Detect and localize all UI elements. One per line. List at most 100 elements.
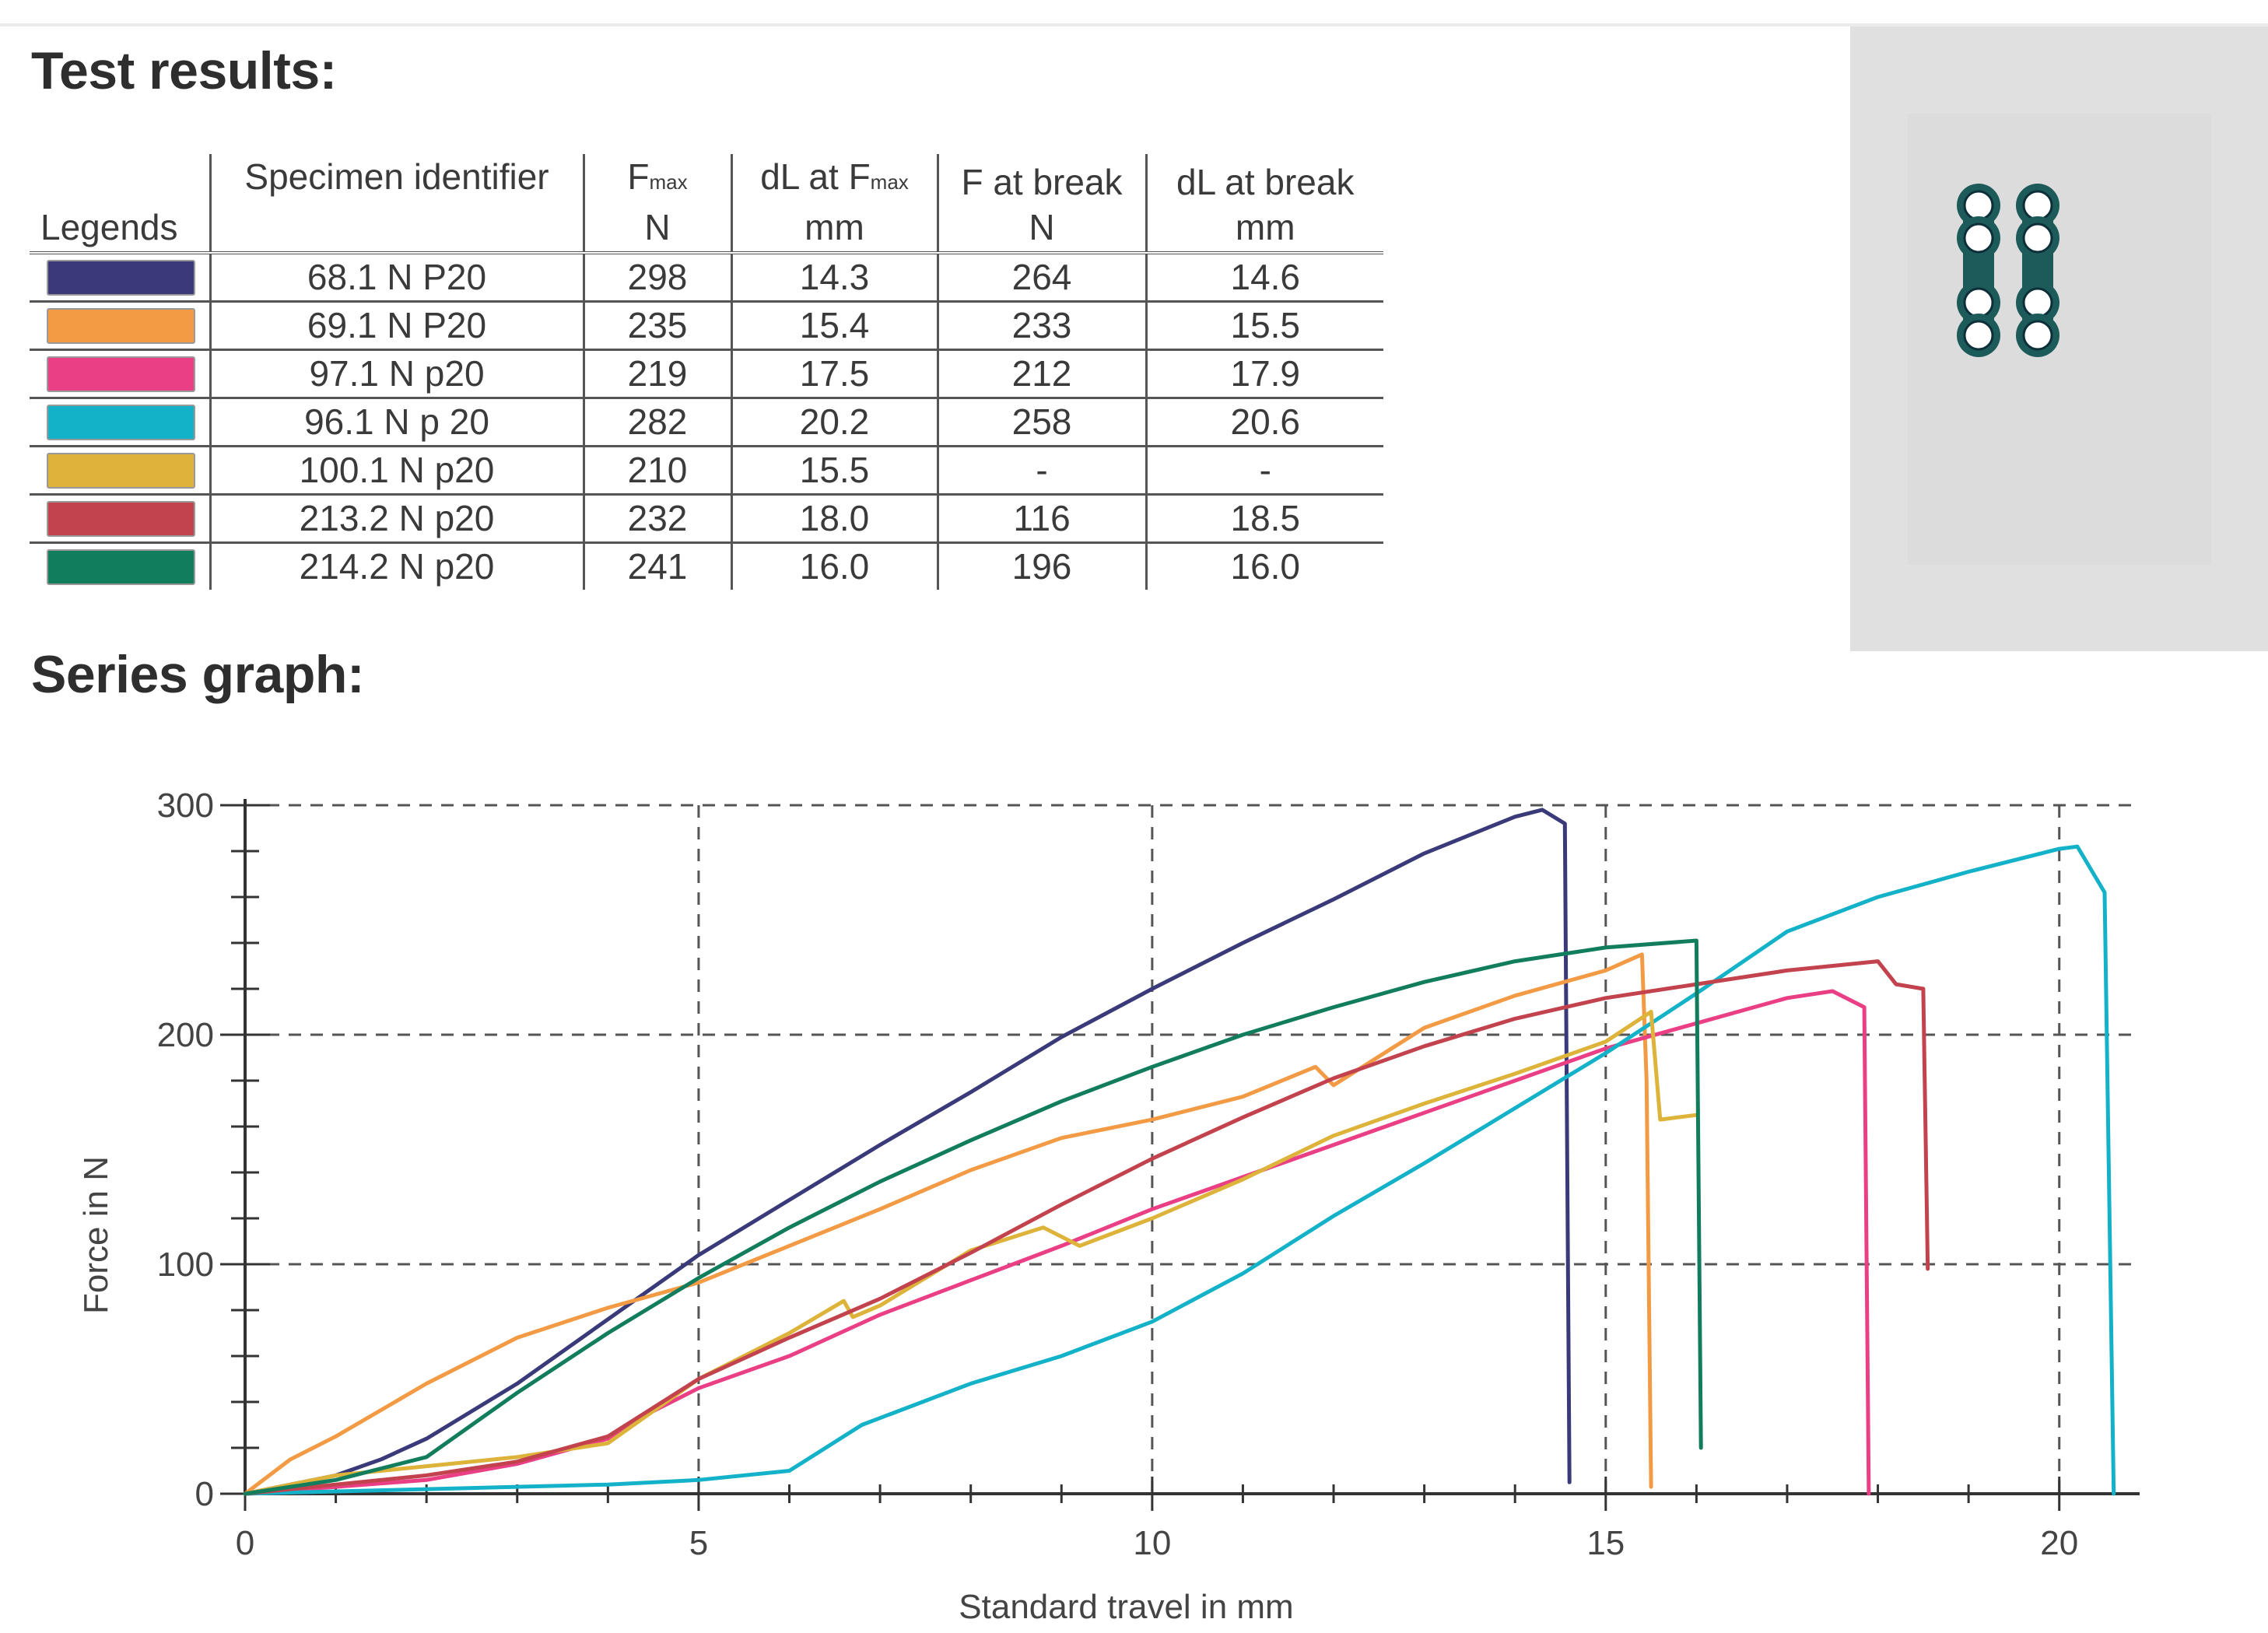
dl-at-fmax-cell: 16.0	[730, 541, 938, 590]
y-tick-label: 0	[195, 1475, 214, 1513]
table-header-row: Legends Specimen identifier Fmax N dL at…	[30, 154, 1383, 253]
dl-at-fmax-cell: 20.2	[730, 397, 938, 447]
dl-at-break-cell: 18.5	[1145, 493, 1383, 543]
f-at-break-cell: 116	[936, 493, 1146, 543]
legend-swatch	[47, 452, 195, 489]
dl-at-break-cell: 20.6	[1145, 397, 1383, 447]
legend-swatch	[47, 548, 195, 585]
series-graph-heading: Series graph:	[31, 645, 365, 704]
specimen-identifier-cell: 96.1 N p 20	[209, 397, 584, 447]
dl-at-fmax-header-label: dL at F	[760, 156, 871, 197]
series-graph: 0 100 200 300 0 5 10 15 20 Standard travel in mm F…	[77, 787, 2140, 1626]
legend-cell	[30, 300, 210, 350]
x-tick-label: 0	[236, 1524, 254, 1562]
dl-at-fmax-cell: 17.5	[730, 349, 938, 398]
test-results-table: Legends Specimen identifier Fmax N dL at…	[30, 154, 1383, 590]
legend-cell	[30, 493, 210, 543]
f-at-break-cell: 212	[936, 349, 1146, 398]
f-at-break-cell: 233	[936, 300, 1146, 350]
specimen-identifier-cell: 68.1 N P20	[209, 251, 584, 302]
fmax-unit: N	[644, 207, 671, 247]
fmax-header: Fmax N	[582, 154, 731, 253]
specimen-identifier-cell: 214.2 N p20	[209, 541, 584, 590]
test-results-body: 68.1 N P20 298 14.3 264 14.6 69.1 N P20 235 15.…	[30, 251, 1383, 590]
plate-hole	[2022, 287, 2053, 318]
specimen-identifier-cell: 100.1 N p20	[209, 445, 584, 495]
specimen-identifier-cell: 97.1 N p20	[209, 349, 584, 398]
specimen-identifier-cell: 69.1 N P20	[209, 300, 584, 350]
fmax-cell: 298	[582, 251, 731, 302]
specimen-image-panel	[1850, 26, 2268, 651]
table-row: 97.1 N p20 219 17.5 212 17.9	[30, 349, 1383, 398]
fmax-cell: 235	[582, 300, 731, 350]
legend-swatch	[47, 356, 195, 392]
dl-at-fmax-header: dL at Fmax mm	[730, 154, 938, 253]
specimen-identifier-cell: 213.2 N p20	[209, 493, 584, 543]
plate-hole	[1963, 223, 1994, 254]
bone-plate-icon	[1957, 184, 2059, 357]
dl-at-fmax-header-sub: max	[870, 170, 909, 194]
series-line-6	[243, 959, 1930, 1496]
legend-swatch	[47, 307, 195, 344]
legend-cell	[30, 349, 210, 398]
test-results-heading: Test results:	[31, 41, 337, 100]
plate-hole	[2022, 320, 2053, 351]
x-tick-label: 20	[2040, 1524, 2078, 1562]
table-row: 68.1 N P20 298 14.3 264 14.6	[30, 251, 1383, 302]
x-tick-label: 10	[1133, 1524, 1171, 1562]
specimen-identifier-header: Specimen identifier	[209, 154, 584, 253]
plate-hole	[1963, 287, 1994, 318]
fmax-header-label: F	[627, 156, 650, 197]
fmax-cell: 241	[582, 541, 731, 590]
plate-hole	[1963, 190, 1994, 221]
dl-at-fmax-cell: 14.3	[730, 251, 938, 302]
legend-cell	[30, 251, 210, 302]
table-row: 100.1 N p20 210 15.5- -	[30, 445, 1383, 495]
series-line-3	[243, 989, 1871, 1496]
series-line-1	[243, 808, 1572, 1496]
dl-at-break-cell: 15.5	[1145, 300, 1383, 350]
f-at-break-header: F at break N	[936, 154, 1146, 253]
table-row: 69.1 N P20 235 15.4 233 15.5	[30, 300, 1383, 350]
x-tick-label: 15	[1586, 1524, 1625, 1562]
top-divider	[0, 23, 2268, 26]
f-at-break-cell: 258	[936, 397, 1146, 447]
dl-at-break-unit: mm	[1235, 207, 1295, 247]
plate-hole	[2022, 190, 2053, 221]
series-line-7	[243, 938, 1703, 1496]
dl-at-fmax-unit: mm	[804, 207, 864, 247]
x-tick-label: 5	[689, 1524, 708, 1562]
plate-hole	[2022, 223, 2053, 254]
dl-at-break-header-label: dL at break	[1176, 162, 1355, 202]
table-row: 96.1 N p 20 282 20.2 258 20.6	[30, 397, 1383, 447]
f-at-break-cell: -	[936, 445, 1146, 495]
legend-cell	[30, 541, 210, 590]
dl-at-break-cell: -	[1145, 445, 1383, 495]
y-tick-label: 100	[157, 1246, 214, 1284]
plate-hole	[1963, 320, 1994, 351]
x-axis-title: Standard travel in mm	[959, 1588, 1293, 1626]
legends-header: Legends	[40, 207, 178, 247]
series-line-4	[243, 844, 2116, 1496]
fmax-header-sub: max	[649, 170, 688, 194]
y-axis-title: Force in N	[77, 1156, 115, 1314]
dl-at-break-cell: 17.9	[1145, 349, 1383, 398]
chart-series	[243, 808, 2116, 1496]
dl-at-fmax-cell: 15.4	[730, 300, 938, 350]
f-at-break-cell: 264	[936, 251, 1146, 302]
y-tick-label: 200	[157, 1016, 214, 1054]
fmax-cell: 282	[582, 397, 731, 447]
y-tick-label: 300	[157, 787, 214, 825]
fmax-cell: 232	[582, 493, 731, 543]
dl-at-fmax-cell: 15.5	[730, 445, 938, 495]
f-at-break-header-label: F at break	[961, 162, 1123, 202]
table-row: 213.2 N p20 232 18.0 116 18.5	[30, 493, 1383, 543]
legend-swatch	[47, 259, 195, 296]
fmax-cell: 219	[582, 349, 731, 398]
chart-labels: 0 100 200 300 0 5 10 15 20 Standard travel in mm F…	[77, 787, 2078, 1626]
f-at-break-unit: N	[1029, 207, 1055, 247]
f-at-break-cell: 196	[936, 541, 1146, 590]
dl-at-fmax-cell: 18.0	[730, 493, 938, 543]
dl-at-break-header: dL at break mm	[1145, 154, 1383, 253]
dl-at-break-cell: 14.6	[1145, 251, 1383, 302]
